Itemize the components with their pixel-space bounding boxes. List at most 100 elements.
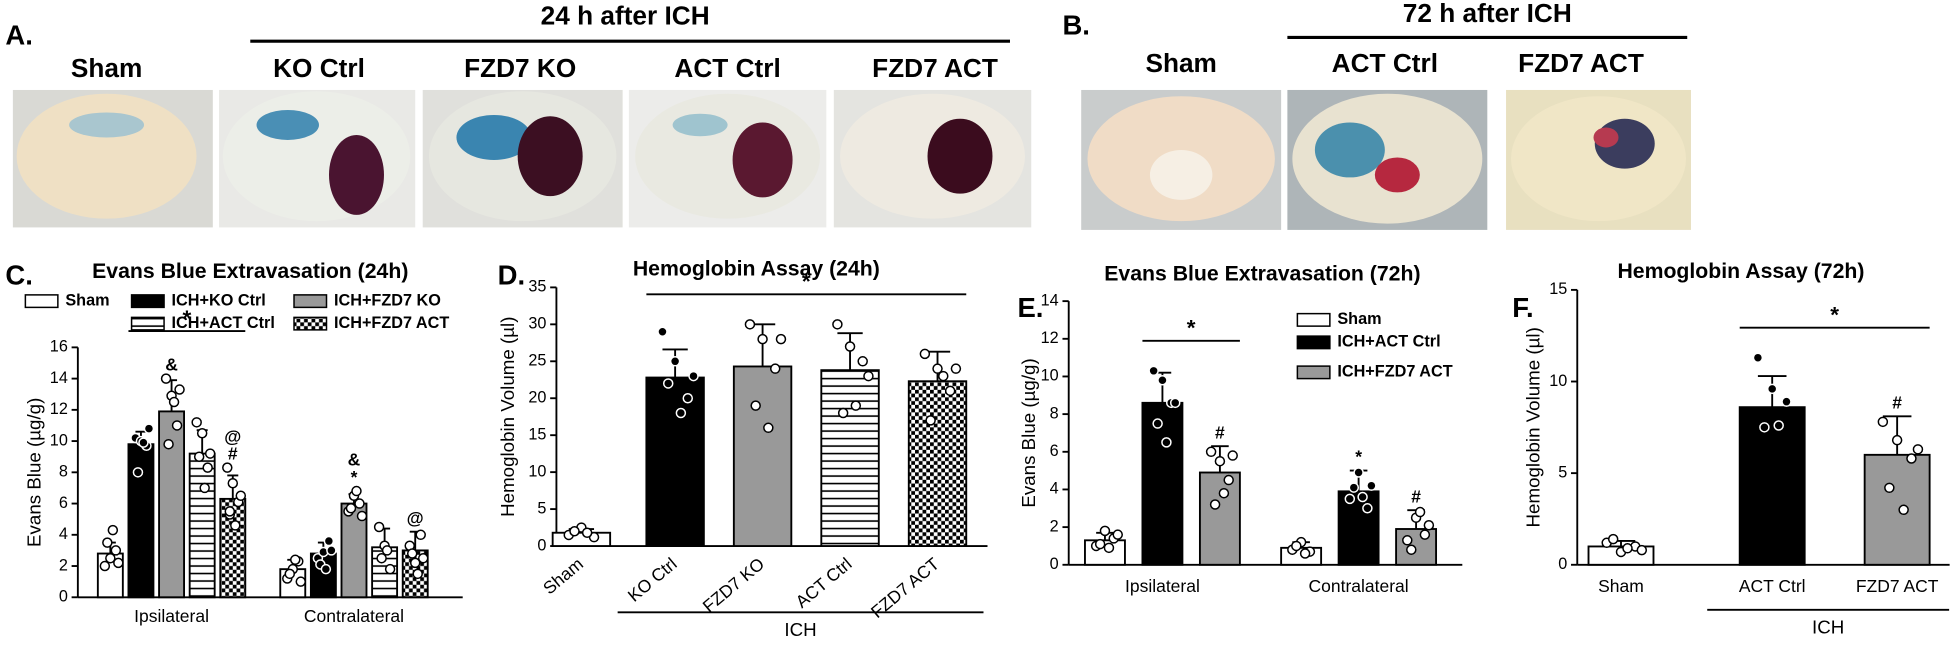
data-point: [1353, 467, 1364, 478]
data-point: [345, 502, 357, 514]
y-tick-label: 35: [528, 278, 546, 296]
legend-label: ICH+ACT Ctrl: [172, 314, 275, 332]
data-point: [160, 373, 172, 384]
data-point: [168, 396, 180, 408]
data-point: [417, 552, 429, 564]
legend-swatch: [1296, 312, 1331, 327]
group-label: ICH: [1812, 616, 1844, 637]
data-point: [1214, 455, 1226, 467]
data-point: [354, 498, 365, 509]
legend-swatch: [293, 294, 328, 309]
data-point: [1622, 543, 1633, 554]
data-point: [750, 400, 761, 411]
photo: [833, 89, 1032, 228]
legend-swatch: [1296, 365, 1331, 380]
legend-label: Sham: [1337, 310, 1381, 328]
data-point: [107, 524, 119, 536]
annotation: &: [165, 355, 178, 375]
bar: [645, 376, 705, 547]
y-axis-label: Evans Blue (µg/g): [1018, 358, 1039, 507]
y-axis-label: Hemoglobin Volume (µl): [1523, 327, 1544, 527]
data-point: [1406, 544, 1417, 555]
data-point: [202, 462, 213, 473]
panel-label: A.: [5, 20, 32, 51]
data-point: [1906, 453, 1917, 464]
data-point: [850, 400, 862, 411]
data-point: [950, 363, 962, 374]
photo: [1287, 89, 1488, 230]
annotation: *: [351, 467, 358, 487]
data-point: [1218, 487, 1230, 499]
annotation: #: [1411, 486, 1421, 506]
data-point: [1099, 525, 1111, 537]
data-point: [769, 363, 781, 374]
data-point: [1752, 352, 1764, 363]
y-tick-label: 12: [50, 400, 68, 418]
data-point: [675, 407, 687, 419]
panel-label: B.: [1062, 10, 1089, 41]
data-point: [284, 568, 296, 580]
y-tick-label: 16: [50, 338, 68, 356]
header: 24 h after ICH: [541, 0, 710, 30]
photo: [219, 89, 416, 228]
bar: [1738, 406, 1806, 566]
data-point: [191, 417, 202, 428]
chart-title: Evans Blue Extravasation (24h): [92, 259, 408, 283]
data-point: [1344, 493, 1356, 505]
photo: [422, 89, 623, 228]
data-point: [1766, 383, 1778, 395]
data-point: [1781, 396, 1792, 407]
chart-title: Evans Blue Extravasation (72h): [1104, 262, 1420, 286]
y-tick-label: 0: [1558, 555, 1567, 573]
legend-label: ICH+FZD7 ACT: [334, 314, 449, 332]
significance-label: *: [182, 306, 191, 331]
y-tick-label: 6: [59, 494, 68, 512]
data-point: [138, 437, 149, 448]
data-point: [376, 552, 387, 564]
annotation: #: [1215, 422, 1225, 442]
data-point: [688, 370, 699, 382]
y-tick-label: 10: [50, 431, 68, 449]
legend-swatch: [293, 316, 328, 331]
y-tick-label: 10: [528, 462, 546, 480]
bar: [1141, 401, 1184, 566]
data-point: [944, 385, 956, 397]
y-tick-label: 4: [1050, 480, 1059, 498]
bar: [1863, 453, 1931, 566]
bar: [820, 369, 880, 547]
y-tick-label: 14: [1041, 291, 1059, 309]
legend-swatch: [130, 316, 165, 331]
data-point: [919, 348, 931, 360]
data-point: [1094, 538, 1106, 550]
annotation: @: [224, 426, 241, 446]
data-point: [1103, 542, 1115, 554]
y-tick-label: 2: [59, 556, 68, 574]
y-tick-label: 14: [50, 369, 68, 387]
legend-label: ICH+KO Ctrl: [172, 291, 266, 309]
data-point: [412, 568, 423, 580]
data-point: [1419, 529, 1431, 540]
photo-label: Sham: [1145, 48, 1216, 78]
bar: [1337, 490, 1380, 566]
panel-label: C.: [5, 260, 32, 291]
x-tick-label: Ipsilateral: [1125, 576, 1200, 596]
data-point: [662, 378, 674, 389]
data-point: [832, 319, 843, 330]
y-tick-label: 30: [528, 315, 546, 333]
significance-label: *: [1830, 302, 1839, 327]
data-point: [1773, 420, 1784, 431]
data-point: [132, 467, 144, 478]
data-point: [1291, 540, 1302, 552]
legend-label: ICH+FZD7 ACT: [1337, 363, 1452, 381]
data-point: [757, 333, 768, 345]
photo-label: FZD7 KO: [464, 53, 576, 83]
data-point: [1607, 533, 1619, 545]
y-tick-label: 4: [59, 525, 68, 543]
data-point: [356, 510, 368, 522]
data-point: [204, 448, 216, 459]
annotation: &: [348, 450, 361, 470]
data-point: [857, 356, 868, 367]
photo-label: FZD7 ACT: [1518, 48, 1644, 78]
y-tick-label: 10: [1549, 372, 1567, 390]
data-point: [1148, 365, 1159, 377]
